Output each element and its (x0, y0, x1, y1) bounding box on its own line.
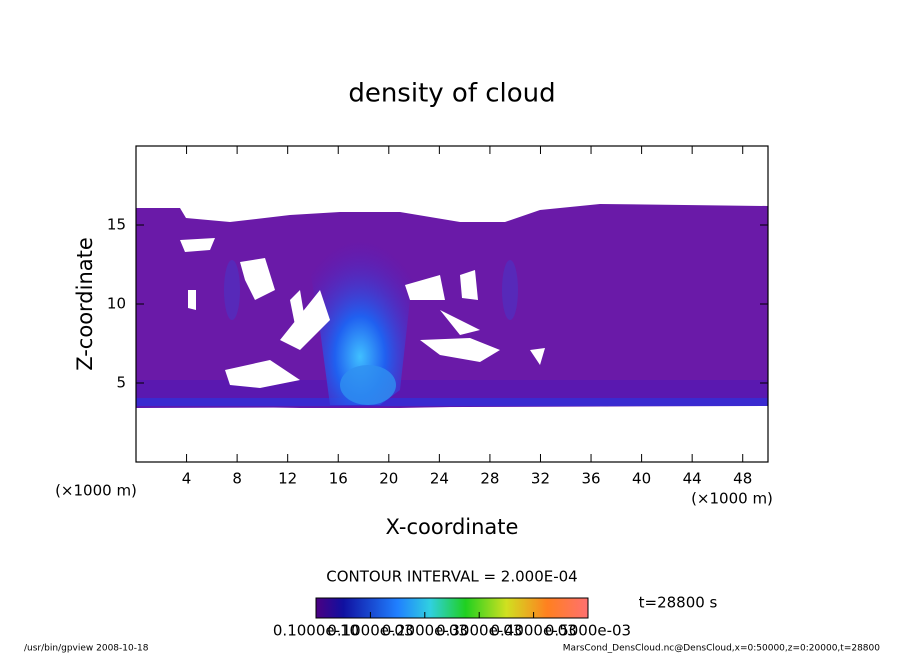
x-unit: (×1000 m) (691, 490, 773, 508)
x-tick-label: 48 (733, 470, 752, 488)
y-unit: (×1000 m) (55, 482, 137, 500)
x-tick-label: 32 (531, 470, 550, 488)
x-tick-label: 4 (182, 470, 192, 488)
colorbar-tick-label: 0.5000e-03 (545, 622, 631, 640)
time-label: t=28800 s (639, 594, 718, 612)
y-tick-label: 5 (116, 374, 126, 392)
x-tick-label: 12 (278, 470, 297, 488)
footer-right: MarsCond_DensCloud.nc@DensCloud,x=0:5000… (563, 644, 880, 654)
y-tick-label: 15 (107, 216, 126, 234)
y-tick-label: 10 (107, 295, 126, 313)
y-axis-label: Z-coordinate (73, 237, 97, 371)
x-tick-label: 20 (379, 470, 398, 488)
x-tick-label: 24 (430, 470, 449, 488)
contour-interval: CONTOUR INTERVAL = 2.000E-04 (326, 568, 577, 586)
colorbar-tick-label: 0.4000e-03 (490, 622, 576, 640)
x-axis-label: X-coordinate (386, 515, 519, 539)
colorbar-tick-label: 0.3000e-03 (436, 622, 522, 640)
x-tick-label: 28 (480, 470, 499, 488)
x-tick-label: 44 (683, 470, 702, 488)
x-tick-label: 16 (329, 470, 348, 488)
x-tick-label: 36 (581, 470, 600, 488)
colorbar-tick-label: 0.1000e-10 (273, 622, 359, 640)
footer-left: /usr/bin/gpview 2008-10-18 (24, 644, 149, 654)
x-tick-label: 40 (632, 470, 651, 488)
chart-title: density of cloud (348, 79, 555, 109)
colorbar-tick-label: 0.1000e-03 (327, 622, 413, 640)
x-tick-label: 8 (232, 470, 242, 488)
colorbar-tick-label: 0.2000e-03 (382, 622, 468, 640)
colorbar (315, 597, 589, 619)
field (136, 204, 768, 408)
